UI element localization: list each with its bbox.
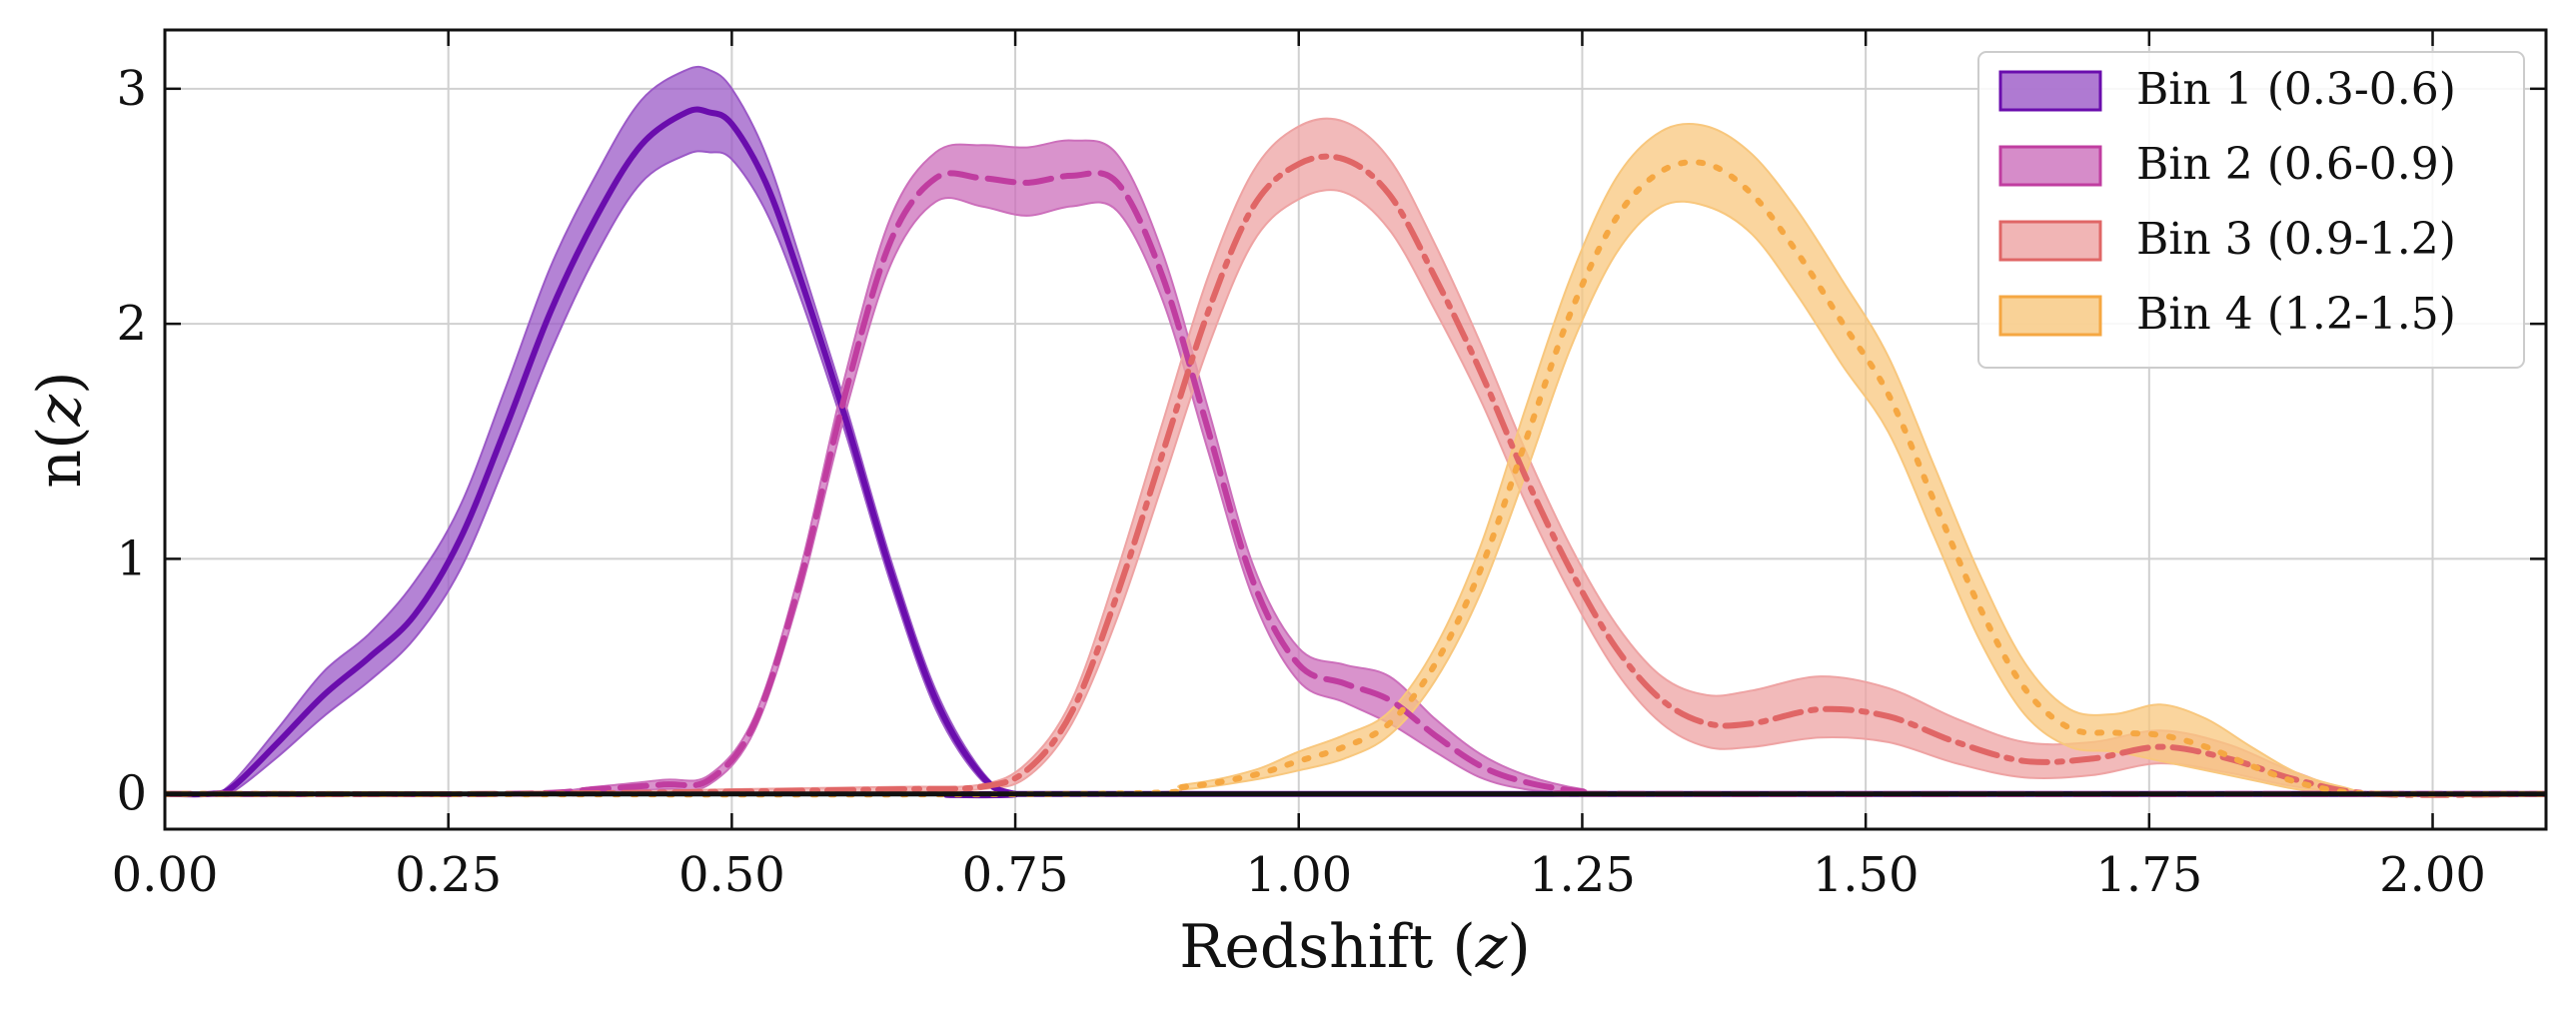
y-tick-labels: 0 1 2 3 — [116, 61, 147, 822]
y-tick-label-0: 0 — [116, 766, 147, 822]
x-tick-label-0: 0.00 — [112, 847, 219, 903]
y-tick-label-3: 3 — [116, 61, 147, 117]
y-tick-label-2: 2 — [116, 296, 147, 352]
x-tick-label-7: 1.75 — [2095, 847, 2202, 903]
y-tick-label-1: 1 — [116, 530, 147, 586]
x-tick-labels: 0.00 0.25 0.50 0.75 1.00 1.25 1.50 1.75 2.00 — [112, 847, 2486, 903]
x-tick-label-3: 0.75 — [962, 847, 1069, 903]
legend-label-bin-4: Bin 4 (1.2-1.5) — [2136, 289, 2456, 340]
legend-label-bin-3: Bin 3 (0.9-1.2) — [2136, 214, 2456, 265]
mean-line-bin-3 — [165, 153, 2546, 798]
x-tick-label-5: 1.25 — [1529, 847, 1636, 903]
legend-swatch-bin-2 — [1998, 145, 2102, 187]
legend-swatch-bin-3 — [1998, 220, 2102, 262]
x-tick-label-4: 1.00 — [1245, 847, 1352, 903]
legend-label-bin-1: Bin 1 (0.3-0.6) — [2136, 64, 2456, 115]
x-tick-label-1: 0.25 — [395, 847, 502, 903]
y-axis-title: n(z) — [25, 371, 95, 488]
mean-line-bin-4 — [165, 159, 2546, 798]
legend-label-bin-2: Bin 2 (0.6-0.9) — [2136, 139, 2456, 190]
axis-ticks — [163, 30, 2546, 829]
mean-line-bin-2 — [165, 170, 2546, 798]
x-tick-label-2: 0.50 — [678, 847, 785, 903]
legend-swatch-bin-1 — [1998, 70, 2102, 112]
legend: Bin 1 (0.3-0.6) Bin 2 (0.6-0.9) Bin 3 (0.9… — [1977, 51, 2525, 369]
x-axis-title: Redshift (z) — [1179, 912, 1531, 982]
legend-box — [1977, 51, 2525, 369]
legend-swatch-bin-4 — [1998, 295, 2102, 337]
x-tick-label-6: 1.50 — [1813, 847, 1920, 903]
x-tick-label-8: 2.00 — [2379, 847, 2486, 903]
plot-frame — [163, 28, 2548, 831]
